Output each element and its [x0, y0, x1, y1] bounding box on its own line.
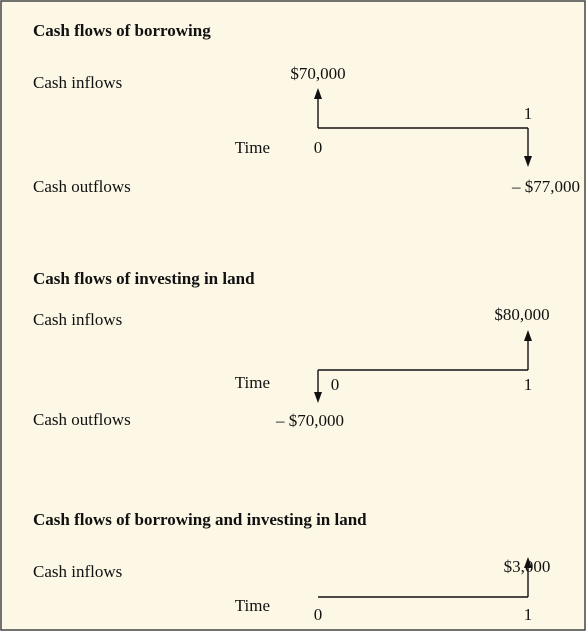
inflow-amount: $80,000 [494, 305, 549, 324]
time-label: Time [235, 138, 270, 157]
inflow-label: Cash inflows [33, 562, 122, 581]
period: 0 [331, 375, 340, 394]
inflow-label: Cash inflows [33, 73, 122, 92]
timeline [314, 330, 532, 403]
period: 0 [314, 138, 323, 157]
section-title: Cash flows of borrowing and investing in… [33, 510, 367, 529]
section-title: Cash flows of investing in land [33, 269, 255, 288]
time-label: Time [235, 596, 270, 615]
period: 1 [524, 104, 533, 123]
section-title: Cash flows of borrowing [33, 21, 211, 40]
outflow-amount: – $70,000 [275, 411, 344, 430]
outflow-label: Cash outflows [33, 177, 131, 196]
outflow-label: Cash outflows [33, 410, 131, 429]
inflow-amount: $70,000 [290, 64, 345, 83]
period: 0 [314, 605, 323, 624]
inflow-label: Cash inflows [33, 310, 122, 329]
timeline [314, 88, 532, 167]
timeline [318, 557, 532, 598]
period: 1 [524, 375, 533, 394]
period: 1 [524, 605, 533, 624]
outflow-amount: – $77,000 [511, 177, 580, 196]
time-label: Time [235, 373, 270, 392]
